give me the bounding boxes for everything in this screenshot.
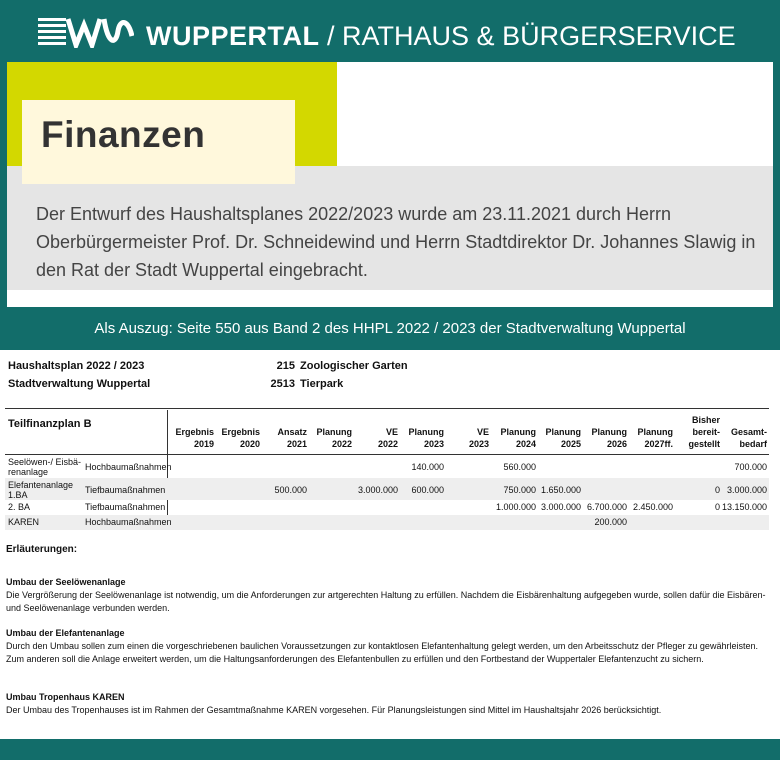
column-header-line: 2020 [239, 439, 260, 449]
column-header: VE 2023 [439, 426, 489, 450]
sub-product-code: 2513 [270, 378, 295, 390]
row-type: Tiefbaumaßnahmen [85, 502, 166, 512]
column-header-line: Planung [545, 427, 582, 437]
section-heading: Umbau der Seelöwenanlage [6, 577, 126, 587]
column-header-line: 2022 [377, 439, 398, 449]
table-cell: 140.000 [411, 462, 444, 472]
table-cell: 3.000.000 [357, 485, 398, 495]
column-header: Planung 2024 [486, 426, 537, 450]
table-cell: 560.000 [503, 462, 536, 472]
brand-separator: / [327, 21, 335, 51]
column-header-line: Bisher [691, 415, 720, 425]
column-header-line: 2021 [286, 439, 307, 449]
column-header-line: 2023 [468, 439, 489, 449]
org-name: Stadtverwaltung Wuppertal [8, 378, 151, 390]
row-name: Elefantenanlage [8, 480, 74, 490]
table-row [5, 515, 769, 530]
column-header: VE 2022 [348, 426, 398, 450]
column-header: Planung 2022 [302, 426, 353, 450]
column-header-line: gestellt [688, 439, 720, 449]
table-cell: 750.000 [503, 485, 536, 495]
column-header-line: 2024 [515, 439, 536, 449]
column-header-line: VE [476, 427, 489, 437]
table-cell: 1.000.000 [495, 502, 536, 512]
table-cell: 2.450.000 [632, 502, 673, 512]
column-header-line: Planung [316, 427, 353, 437]
lead-background [7, 166, 773, 290]
column-header-line: 2019 [193, 439, 214, 449]
column-header-line: Ergebnis [221, 427, 260, 437]
table-top-rule [5, 408, 769, 409]
column-header-line: Gesamt- [730, 427, 767, 437]
column-header: Bisher bereit-gestellt [670, 414, 720, 450]
column-header: Gesamt-bedarf [717, 426, 767, 450]
table-cell: 600.000 [411, 485, 444, 495]
table-cell: 6.700.000 [586, 502, 627, 512]
column-header: Ergebnis 2019 [164, 426, 214, 450]
column-header-line: 2025 [560, 439, 581, 449]
column-header-line: Ergebnis [175, 427, 214, 437]
site-title[interactable]: WUPPERTAL / RATHAUS & BÜRGERSERVICE [146, 20, 736, 52]
site-header: WUPPERTAL / RATHAUS & BÜRGERSERVICE [0, 0, 780, 62]
column-header-line: Planung [591, 427, 628, 437]
column-header-line: Planung [637, 427, 674, 437]
lead-text: Der Entwurf des Haushaltsplanes 2022/202… [36, 204, 756, 280]
row-type: Tiefbaumaßnahmen [85, 485, 166, 495]
table-cell: 13.150.000 [721, 502, 767, 512]
row-type: Hochbaumaßnahmen [85, 462, 172, 472]
table-cell: 700.000 [734, 462, 767, 472]
budget-document: Haushaltsplan 2022 / 2023 Stadtverwaltun… [0, 350, 780, 739]
table-header-rule [5, 454, 769, 455]
sub-product-name: Tierpark [300, 378, 344, 390]
table-cell: 200.000 [594, 517, 627, 527]
excerpt-caption: Als Auszug: Seite 550 aus Band 2 des HHP… [94, 320, 686, 337]
page-title: Finanzen [41, 114, 206, 155]
title-box [22, 100, 295, 184]
product-code: 215 [276, 360, 295, 372]
column-header-line: bedarf [739, 439, 767, 449]
row-name-cont: 1.BA [8, 490, 28, 500]
row-name: KAREN [8, 517, 40, 527]
column-header-line: 2026 [606, 439, 627, 449]
column-header-line: 2027ff. [644, 439, 673, 449]
wuppertal-logo-icon[interactable] [38, 16, 134, 48]
column-header-line: VE [385, 427, 398, 437]
column-header-line: bereit- [692, 427, 720, 437]
section-text: Die Vergrößerung der Seelöwenanlage ist … [6, 590, 766, 613]
section-text: Der Umbau des Tropenhauses ist im Rahmen… [6, 705, 662, 715]
table-cell: 0 [714, 485, 720, 495]
column-header-line: 2023 [423, 439, 444, 449]
section-text: Durch den Umbau sollen zum einen die vor… [6, 641, 758, 664]
row-name: 2. BA [8, 502, 31, 512]
brand-name: WUPPERTAL [146, 21, 320, 51]
table-title: Teilfinanzplan B [8, 418, 92, 430]
table-cell: 3.000.000 [540, 502, 581, 512]
column-header: Ergebnis 2020 [210, 426, 260, 450]
row-name: Seelöwen-/ Eisbä- [8, 457, 82, 467]
table-row [5, 478, 769, 500]
row-name-cont: renanlage [8, 467, 49, 477]
table-cell: 500.000 [274, 485, 307, 495]
table-cell: 0 [714, 502, 720, 512]
brand-subtitle: RATHAUS & BÜRGERSERVICE [342, 21, 736, 51]
column-header: Ansatz 2021 [257, 426, 307, 450]
column-header-line: Planung [500, 427, 537, 437]
row-type: Hochbaumaßnahmen [85, 517, 172, 527]
section-heading: Umbau Tropenhaus KAREN [6, 692, 125, 702]
table-divider [167, 410, 168, 530]
table-cell: 3.000.000 [726, 485, 767, 495]
product-name: Zoologischer Garten [300, 360, 408, 372]
column-header-line: Planung [408, 427, 445, 437]
column-header: Planung 2027ff. [623, 426, 674, 450]
notes-title: Erläuterungen: [6, 544, 78, 555]
column-header: Planung 2025 [531, 426, 582, 450]
section-heading: Umbau der Elefantenanlage [6, 628, 125, 638]
column-header-line: 2022 [331, 439, 352, 449]
plan-title: Haushaltsplan 2022 / 2023 [8, 360, 145, 372]
column-header: Planung 2026 [577, 426, 628, 450]
column-header: Planung 2023 [394, 426, 445, 450]
column-header-line: Ansatz [277, 427, 307, 437]
table-cell: 1.650.000 [540, 485, 581, 495]
